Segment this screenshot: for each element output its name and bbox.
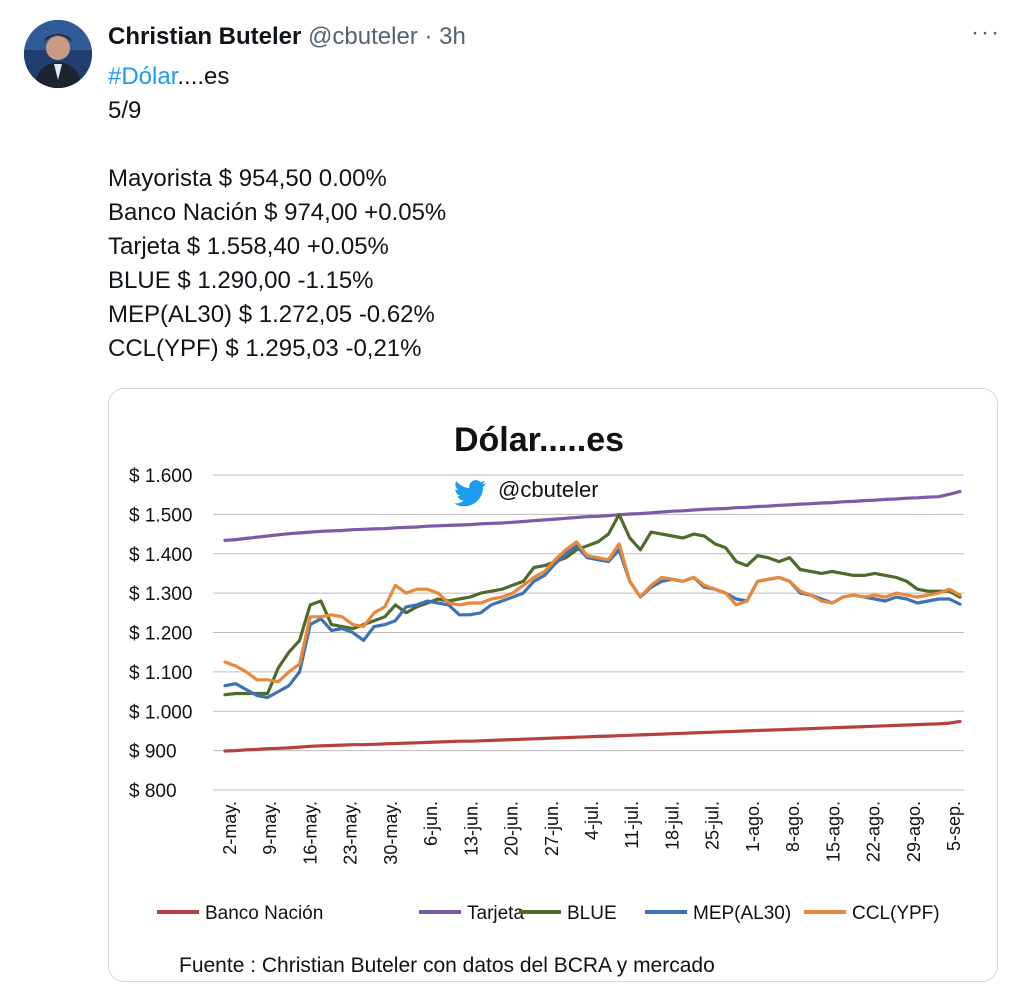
legend-item: Tarjeta — [419, 903, 524, 924]
tweet-date-line: 5/9 — [108, 97, 142, 124]
rate-line-ccl: CCL(YPF) $ 1.295,03 -0,21% — [108, 335, 422, 362]
series-line-banco-naci-n — [223, 719, 962, 753]
x-tick-label: 9-may. — [260, 801, 280, 855]
x-tick-label: 5-sep. — [944, 801, 964, 851]
x-tick-label: 2-may. — [220, 801, 240, 855]
legend-label: BLUE — [567, 903, 617, 924]
y-tick-label: $ 1.200 — [129, 624, 192, 645]
y-tick-label: $ 1.500 — [129, 505, 192, 526]
rate-line-blue: BLUE $ 1.290,00 -1.15% — [108, 267, 374, 294]
x-tick-label: 11-jul. — [622, 801, 642, 849]
rate-line-banco-nacion: Banco Nación $ 974,00 +0.05% — [108, 199, 447, 226]
series-line-blue — [223, 512, 962, 697]
header-separator: · — [424, 23, 433, 50]
rate-line-mayorista: Mayorista $ 954,50 0.00% — [108, 165, 387, 192]
twitter-bird-icon — [454, 480, 487, 507]
hashtag-suffix: ....es — [177, 63, 230, 90]
chart-title: Dólar.....es — [454, 421, 624, 459]
legend-item: CCL(YPF) — [804, 903, 940, 924]
x-tick-label: 23-may. — [341, 801, 361, 865]
legend-label: CCL(YPF) — [852, 903, 940, 924]
rate-line-tarjeta: Tarjeta $ 1.558,40 +0.05% — [108, 233, 389, 260]
x-tick-label: 18-jul. — [662, 801, 682, 850]
chart-svg: Dólar.....es @cbuteler $ 800 $ 900 $ 1.000… — [129, 421, 964, 977]
rate-line-mep: MEP(AL30) $ 1.272,05 -0.62% — [108, 301, 435, 328]
hashtag-link[interactable]: #Dólar — [108, 63, 178, 90]
x-tick-label: 30-may. — [381, 801, 401, 865]
legend-item: BLUE — [519, 903, 617, 924]
tweet-timestamp[interactable]: 3h — [439, 23, 466, 50]
x-tick-label: 25-jul. — [703, 801, 723, 850]
tweet-media-chart[interactable]: Dólar.....es @cbuteler $ 800 $ 900 $ 1.000… — [108, 388, 998, 982]
chart-source-note: Fuente : Christian Buteler con datos del… — [179, 954, 715, 977]
legend-label: Banco Nación — [205, 903, 323, 924]
x-tick-label: 20-jun. — [502, 801, 522, 856]
series-line-tarjeta — [223, 489, 962, 542]
y-tick-label: $ 1.000 — [129, 702, 192, 723]
legend-item: MEP(AL30) — [645, 903, 791, 924]
x-tick-label: 22-ago. — [864, 801, 884, 862]
author-handle[interactable]: @cbuteler — [308, 23, 418, 50]
legend-item: Banco Nación — [157, 903, 323, 924]
legend-label: MEP(AL30) — [693, 903, 791, 924]
x-tick-label: 15-ago. — [823, 801, 843, 862]
x-tick-label: 27-jun. — [542, 801, 562, 856]
x-tick-label: 29-ago. — [904, 801, 924, 862]
y-tick-label: $ 900 — [129, 742, 177, 763]
series-line-mep-al30 — [223, 544, 962, 700]
y-tick-label: $ 1.300 — [129, 584, 192, 605]
avatar[interactable] — [24, 20, 92, 88]
y-tick-label: $ 1.600 — [129, 466, 192, 487]
series-line-ccl-ypf — [223, 540, 962, 684]
tweet-header: Christian Buteler @cbuteler · 3h — [108, 20, 466, 54]
y-tick-label: $ 1.400 — [129, 545, 192, 566]
tweet-text: #Dólar....es 5/9 Mayorista $ 954,50 0.00… — [108, 60, 446, 366]
x-tick-label: 16-may. — [300, 801, 320, 865]
x-tick-label: 4-jul. — [582, 801, 602, 840]
legend-label: Tarjeta — [467, 903, 524, 924]
x-tick-label: 13-jun. — [461, 801, 481, 856]
x-tick-label: 6-jun. — [421, 801, 441, 846]
author-name[interactable]: Christian Buteler — [108, 23, 302, 50]
y-tick-label: $ 800 — [129, 781, 177, 802]
x-tick-label: 1-ago. — [743, 801, 763, 852]
x-tick-label: 8-ago. — [783, 801, 803, 852]
more-options-icon[interactable]: ··· — [971, 19, 1001, 46]
chart-subtitle: @cbuteler — [498, 477, 599, 502]
y-tick-label: $ 1.100 — [129, 663, 192, 684]
